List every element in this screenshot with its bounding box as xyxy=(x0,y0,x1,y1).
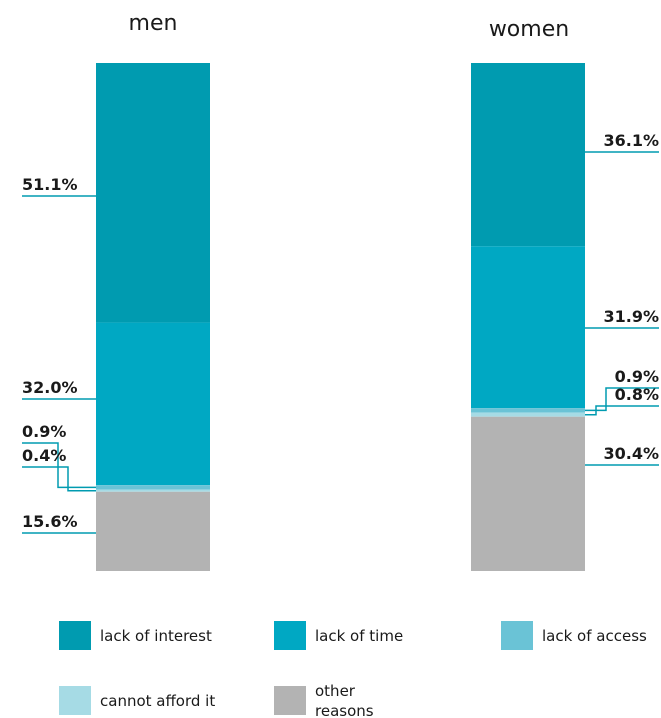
legend-swatch-lack-of-time xyxy=(274,621,306,650)
legend-label-cannot-afford-it: cannot afford it xyxy=(100,692,215,710)
bar-segment-women-lack-of-interest xyxy=(471,63,585,247)
data-label-women-lack-of-interest: 36.1% xyxy=(603,131,659,150)
legend-label-line: lack of access xyxy=(542,627,647,645)
data-label-men-other-reasons: 15.6% xyxy=(22,512,78,531)
legend-label-lack-of-time: lack of time xyxy=(315,627,403,645)
bar-segment-women-other-reasons xyxy=(471,416,585,571)
data-label-men-lack-of-time: 32.0% xyxy=(22,378,78,397)
legend-label-line: other xyxy=(315,682,356,700)
legend-item-other-reasons: other reasons xyxy=(274,682,374,718)
legend-label-line: lack of interest xyxy=(100,627,212,645)
leader-line-men-cannot-afford-it xyxy=(22,466,96,492)
legend-swatch-cannot-afford-it xyxy=(59,686,91,715)
bar-segment-women-lack-of-access xyxy=(471,408,585,413)
bar-segment-men-lack-of-interest xyxy=(96,63,210,323)
bar-segment-men-cannot-afford-it xyxy=(96,489,210,492)
data-label-men-lack-of-access: 0.9% xyxy=(22,422,66,441)
legend-swatch-other-reasons xyxy=(274,686,306,715)
data-label-men-lack-of-interest: 51.1% xyxy=(22,175,78,194)
legend-label-lack-of-access: lack of access xyxy=(542,627,647,645)
bar-segment-women-cannot-afford-it xyxy=(471,412,585,417)
legend-label-line: cannot afford it xyxy=(100,692,215,710)
leader-line-women-cannot-afford-it xyxy=(585,405,659,416)
data-label-men-cannot-afford-it: 0.4% xyxy=(22,446,66,465)
leader-line-men-lack-of-access xyxy=(22,442,96,489)
bar-segment-men-lack-of-time xyxy=(96,322,210,486)
legend-item-lack-of-interest: lack of interest xyxy=(59,621,212,650)
legend-item-cannot-afford-it: cannot afford it xyxy=(59,686,215,715)
data-label-women-lack-of-access: 0.9% xyxy=(615,367,659,386)
legend-label-lack-of-interest: lack of interest xyxy=(100,627,212,645)
legend-label-line: lack of time xyxy=(315,627,403,645)
legend-item-lack-of-access: lack of access xyxy=(501,621,647,650)
data-label-women-cannot-afford-it: 0.8% xyxy=(615,385,659,404)
legend-swatch-lack-of-access xyxy=(501,621,533,650)
column-title-men: men xyxy=(129,11,178,36)
legend-swatch-lack-of-interest xyxy=(59,621,91,650)
legend-label-other-reasons: other reasons xyxy=(315,682,374,718)
legend-item-lack-of-time: lack of time xyxy=(274,621,403,650)
legend-label-line: reasons xyxy=(315,702,374,718)
bar-segment-men-other-reasons xyxy=(96,491,210,571)
data-label-women-lack-of-time: 31.9% xyxy=(603,307,659,326)
data-label-women-other-reasons: 30.4% xyxy=(603,444,659,463)
column-title-women: women xyxy=(489,17,569,42)
bar-segment-men-lack-of-access xyxy=(96,485,210,490)
bar-segment-women-lack-of-time xyxy=(471,246,585,409)
